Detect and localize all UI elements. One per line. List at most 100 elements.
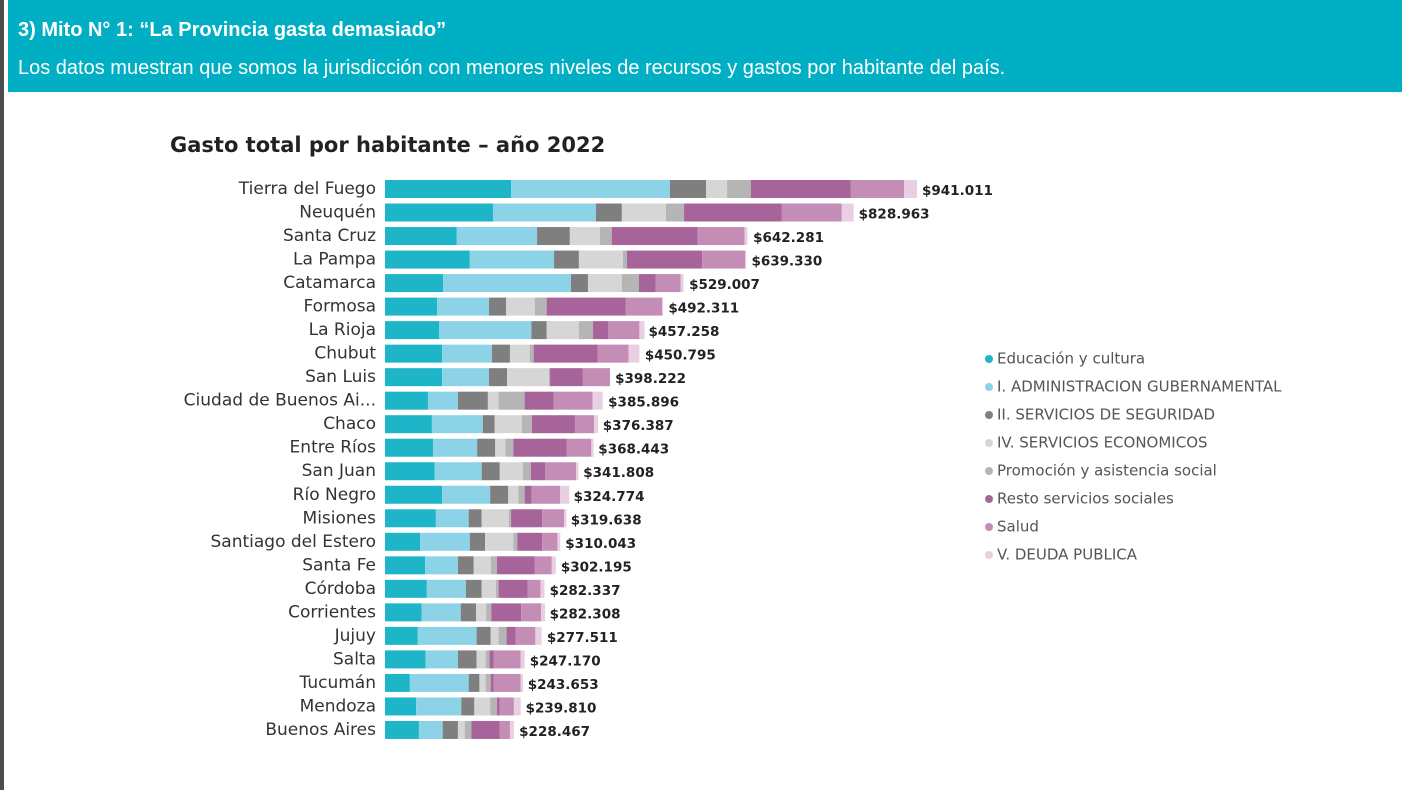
total-label: $282.308: [550, 606, 621, 622]
bar-segment: [489, 368, 508, 387]
legend-marker: [985, 467, 993, 475]
category-label: Mendoza: [300, 696, 376, 716]
total-label: $239.810: [526, 700, 597, 716]
bar-segment: [564, 509, 567, 528]
bar-segment: [457, 720, 465, 739]
bar-segment: [541, 603, 545, 622]
bar-segment: [494, 415, 522, 434]
bar-segment: [485, 532, 514, 551]
bar-segment: [476, 603, 487, 622]
total-label: $828.963: [859, 207, 930, 223]
bar-segment: [498, 626, 507, 645]
bar-segment: [485, 650, 490, 669]
bar-segment: [477, 438, 496, 457]
bar-segment: [473, 556, 491, 575]
bar-segment: [531, 415, 575, 434]
bar-segment: [468, 673, 480, 692]
bar-segment: [409, 673, 469, 692]
bar-segment: [442, 485, 491, 504]
bar-segment: [435, 509, 469, 528]
bar-segment: [385, 603, 422, 622]
bar-segment: [750, 180, 851, 198]
bar-segment: [623, 250, 627, 269]
legend-label: Resto servicios sociales: [997, 490, 1174, 508]
category-label: Formosa: [304, 297, 377, 317]
bar-segment: [489, 297, 506, 316]
bar-segment: [599, 227, 612, 246]
bar-segment: [486, 603, 492, 622]
bar-segment: [628, 344, 640, 363]
category-label: Corrientes: [288, 602, 376, 622]
bar-segment: [433, 438, 478, 457]
category-label: La Pampa: [293, 250, 376, 270]
bar-segment: [553, 391, 593, 410]
bar-segment: [385, 556, 426, 575]
bar-segment: [531, 485, 561, 504]
bar-segment: [576, 462, 579, 481]
bar-segment: [456, 227, 538, 246]
bar-segment: [499, 697, 514, 716]
bar-segment: [464, 720, 472, 739]
bar-segment: [669, 180, 707, 198]
total-label: $941.011: [922, 183, 993, 199]
bar-segment: [524, 485, 532, 504]
total-label: $302.195: [561, 559, 632, 575]
bar-segment: [426, 579, 466, 598]
bar-segment: [578, 250, 624, 269]
bar-segment: [520, 650, 525, 669]
bar-segment: [385, 697, 417, 716]
bar-segment: [551, 556, 556, 575]
bar-segment: [385, 274, 444, 293]
bar-segment: [490, 485, 509, 504]
bar-segment: [457, 650, 477, 669]
bar-segment: [498, 391, 525, 410]
bar-segment: [509, 344, 530, 363]
total-label: $247.170: [530, 653, 601, 669]
bar-segment: [531, 321, 547, 340]
total-label: $376.387: [603, 418, 674, 434]
bar-segment: [385, 415, 432, 434]
bar-segment: [508, 509, 512, 528]
bar-segment: [491, 344, 510, 363]
legend-marker: [985, 355, 993, 363]
bar-segment: [489, 650, 494, 669]
bar-segment: [385, 650, 426, 669]
bar-segment: [427, 391, 458, 410]
bar-segment: [570, 274, 588, 293]
bar-segment: [638, 274, 656, 293]
bar-segment: [482, 415, 495, 434]
total-label: $450.795: [645, 348, 716, 364]
bar-segment: [493, 673, 521, 692]
bar-segment: [540, 579, 545, 598]
chart-title: Gasto total por habitante – año 2022: [170, 133, 605, 157]
bar-segment: [621, 274, 639, 293]
bar-segment: [485, 673, 491, 692]
category-label: Jujuy: [334, 626, 376, 646]
bar-segment: [522, 462, 531, 481]
category-label: Neuquén: [299, 203, 376, 223]
bar-segment: [608, 321, 640, 340]
bar-segment: [385, 673, 410, 692]
bar-segment: [481, 462, 500, 481]
bar-segment: [509, 720, 514, 739]
legend-label: II. SERVICIOS DE SEGURIDAD: [997, 406, 1215, 424]
bar-segment: [385, 579, 427, 598]
total-label: $529.007: [689, 277, 760, 293]
bar-segment: [511, 180, 670, 198]
bar-segment: [425, 556, 458, 575]
bar-segment: [460, 603, 477, 622]
bar-segment: [431, 415, 483, 434]
legend-label: Educación y cultura: [997, 350, 1145, 368]
bar-segment: [702, 250, 746, 269]
total-label: $639.330: [751, 254, 822, 270]
bar-segment: [521, 603, 542, 622]
bar-segment: [457, 391, 488, 410]
total-label: $319.638: [571, 512, 642, 528]
bar-segment: [665, 203, 685, 222]
bar-segment: [527, 579, 541, 598]
bar-segment: [507, 368, 549, 387]
bar-segment: [499, 720, 510, 739]
bar-segment: [385, 720, 419, 739]
bar-segment: [546, 321, 579, 340]
bar-segment: [517, 532, 543, 551]
